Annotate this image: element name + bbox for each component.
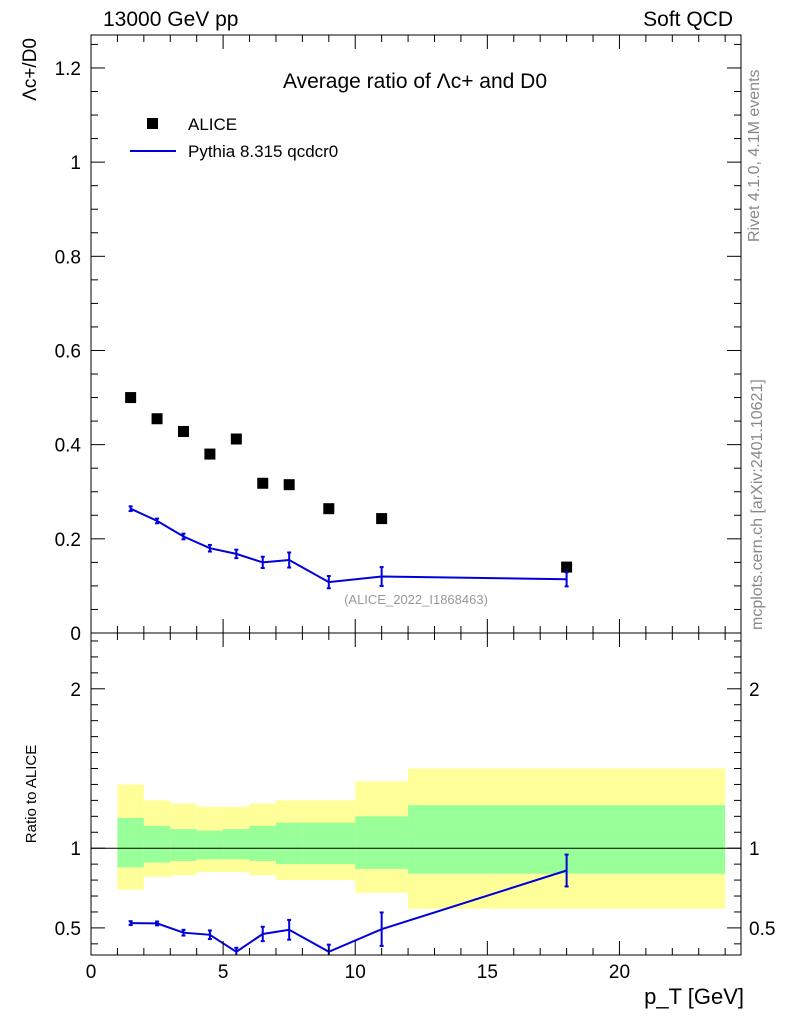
x-tick-label: 20: [609, 962, 630, 983]
header-right: Soft QCD: [643, 8, 733, 31]
alice-point: [177, 425, 189, 437]
x-tick-label: 15: [477, 962, 498, 983]
ratio-band-inner: [223, 829, 250, 860]
alice-point: [230, 433, 242, 445]
alice-point: [323, 503, 335, 515]
main-ytick-label: 0.4: [55, 436, 82, 457]
legend-label-alice: ALICE: [188, 115, 237, 134]
ratio-line: [130, 869, 567, 953]
main-ytick-label: 0.2: [55, 530, 81, 551]
pythia-line: [130, 507, 567, 584]
ratio-ytick-label-right: 2: [749, 680, 760, 701]
alice-point: [151, 413, 163, 425]
ratio-band-inner: [170, 829, 197, 861]
main-ytick-label: 0: [70, 624, 81, 645]
ratio-band-inner: [196, 830, 224, 860]
ratio-band-inner: [355, 816, 409, 869]
main-title: Average ratio of Λc+ and D0: [283, 70, 547, 93]
alice-point: [376, 513, 388, 525]
watermark: (ALICE_2022_I1868463): [344, 592, 488, 607]
ratio-ylabel: Ratio to ALICE: [23, 745, 40, 843]
x-tick-label: 10: [345, 962, 366, 983]
ratio-ytick-label-right: 1: [749, 839, 760, 860]
alice-point: [283, 479, 295, 491]
x-axis-label: p_T [GeV]: [644, 984, 744, 1009]
ratio-band-inner: [117, 817, 144, 868]
legend: ALICE Pythia 8.315 qcdcr0: [130, 115, 338, 161]
ratio-frame: [90, 632, 742, 956]
alice-point: [257, 477, 269, 489]
ratio-band-inner: [143, 825, 171, 863]
ratio-series-group: [128, 853, 569, 955]
alice-point: [561, 561, 573, 573]
x-tick-label: 0: [86, 962, 97, 983]
main-ytick-label: 1.2: [55, 59, 81, 80]
ratio-band-inner: [302, 822, 356, 865]
ratio-ytick-label: 0.5: [55, 919, 81, 940]
main-ytick-label: 0.8: [55, 247, 81, 268]
legend-marker-alice: [147, 118, 158, 129]
ratio-band-inner: [275, 822, 303, 865]
main-ytick-label: 0.6: [55, 341, 81, 362]
ratio-ytick-label: 1: [70, 839, 81, 860]
alice-point: [125, 392, 137, 404]
main-ylabel: Λc+/D0: [20, 38, 41, 101]
ratio-band-inner: [249, 825, 276, 861]
legend-label-pythia: Pythia 8.315 qcdcr0: [188, 142, 338, 161]
header-left: 13000 GeV pp: [103, 8, 239, 31]
x-tick-label: 5: [218, 962, 229, 983]
main-ytick-label: 1: [70, 153, 81, 174]
ratio-ytick-label: 2: [70, 680, 81, 701]
alice-point: [204, 448, 216, 460]
ratio-ytick-label-right: 0.5: [749, 919, 775, 940]
